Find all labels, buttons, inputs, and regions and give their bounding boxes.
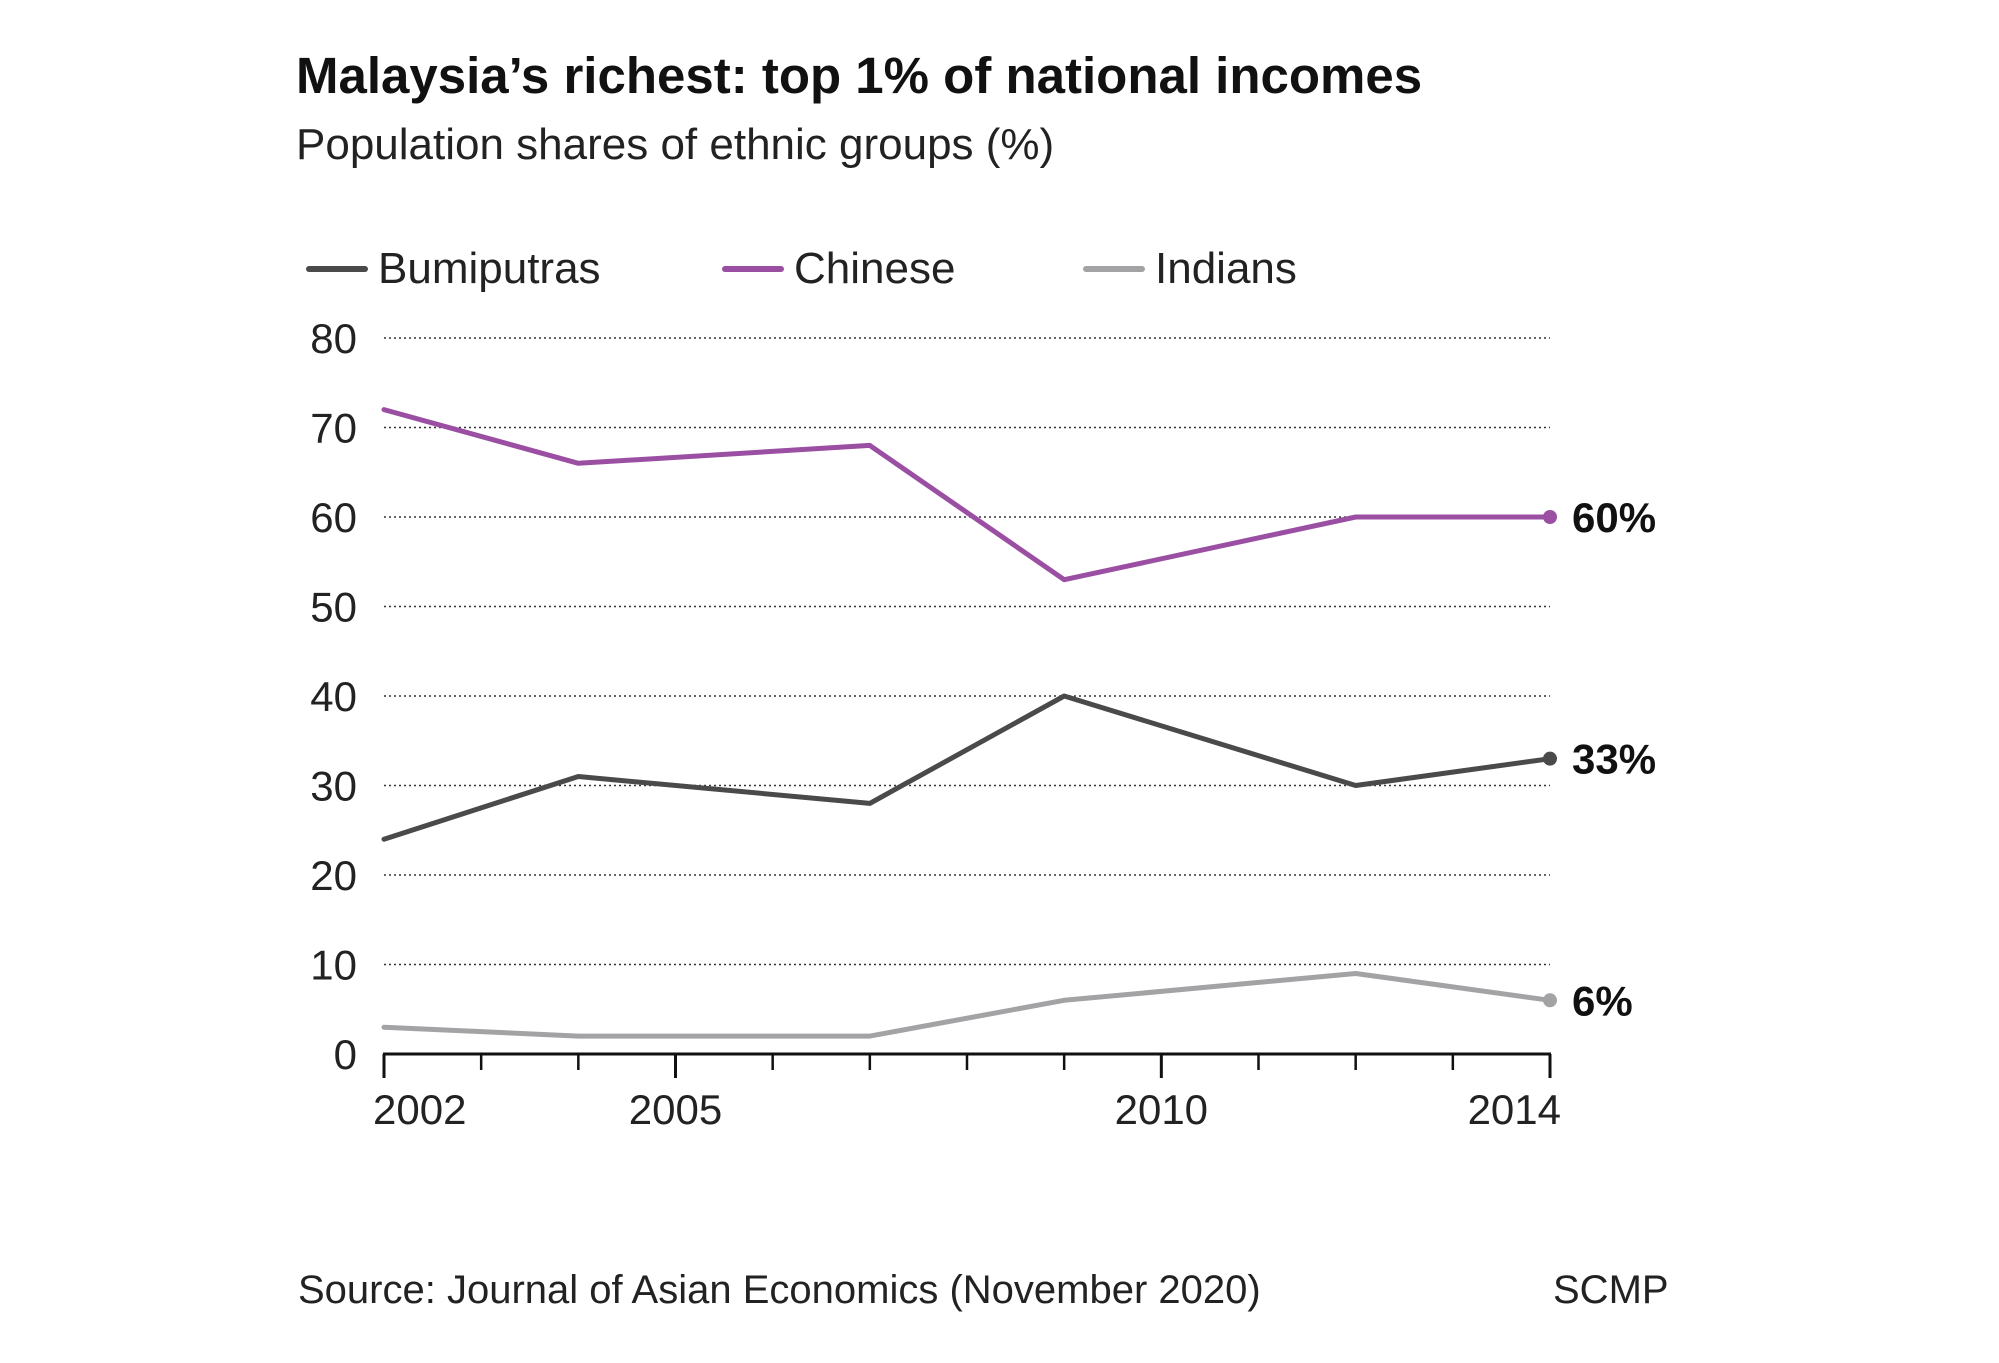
y-tick-label-30: 30 — [310, 763, 357, 810]
end-label-indians: 6% — [1572, 977, 1633, 1024]
source-note: Source: Journal of Asian Economics (Nove… — [298, 1268, 1261, 1312]
end-label-bumiputras: 33% — [1572, 736, 1656, 783]
series-line-chinese — [381, 407, 1553, 583]
chart-title: Malaysia’s richest: top 1% of national i… — [296, 47, 1423, 104]
chart-subtitle: Population shares of ethnic groups (%) — [296, 120, 1055, 169]
legend-label-indians: Indians — [1155, 244, 1297, 293]
series-line-indians — [381, 971, 1553, 1039]
legend-item-bumiputras: Bumiputras — [306, 244, 601, 294]
x-tick-label-2005: 2005 — [629, 1086, 722, 1133]
credit: SCMP — [1553, 1268, 1669, 1312]
legend-swatch-bumiputras — [306, 266, 368, 272]
legend-swatch-indians — [1083, 266, 1145, 272]
series-end-dot-indians — [1543, 993, 1557, 1008]
legend-swatch-chinese — [722, 266, 784, 272]
y-tick-label-70: 70 — [310, 405, 357, 452]
y-tick-label-40: 40 — [310, 673, 357, 720]
y-tick-label-10: 10 — [310, 942, 357, 989]
y-tick-label-0: 0 — [334, 1031, 357, 1078]
series-end-dot-chinese — [1543, 510, 1557, 524]
legend-item-chinese: Chinese — [722, 244, 955, 294]
legend-label-chinese: Chinese — [794, 244, 956, 293]
y-tick-label-80: 80 — [310, 315, 357, 362]
x-tick-label-2010: 2010 — [1115, 1086, 1208, 1133]
legend-label-bumiputras: Bumiputras — [378, 244, 601, 293]
legend-item-indians: Indians — [1083, 244, 1297, 294]
x-tick-label-2002: 2002 — [373, 1086, 466, 1133]
end-label-chinese: 60% — [1572, 494, 1656, 541]
x-tick-label-2014: 2014 — [1468, 1086, 1561, 1133]
y-tick-label-50: 50 — [310, 584, 357, 631]
legend: Bumiputras Chinese Indians — [0, 244, 1999, 304]
series-line-bumiputras — [381, 693, 1553, 842]
series-end-dot-bumiputras — [1543, 751, 1557, 766]
y-tick-label-20: 20 — [310, 852, 357, 899]
y-tick-label-60: 60 — [310, 494, 357, 541]
